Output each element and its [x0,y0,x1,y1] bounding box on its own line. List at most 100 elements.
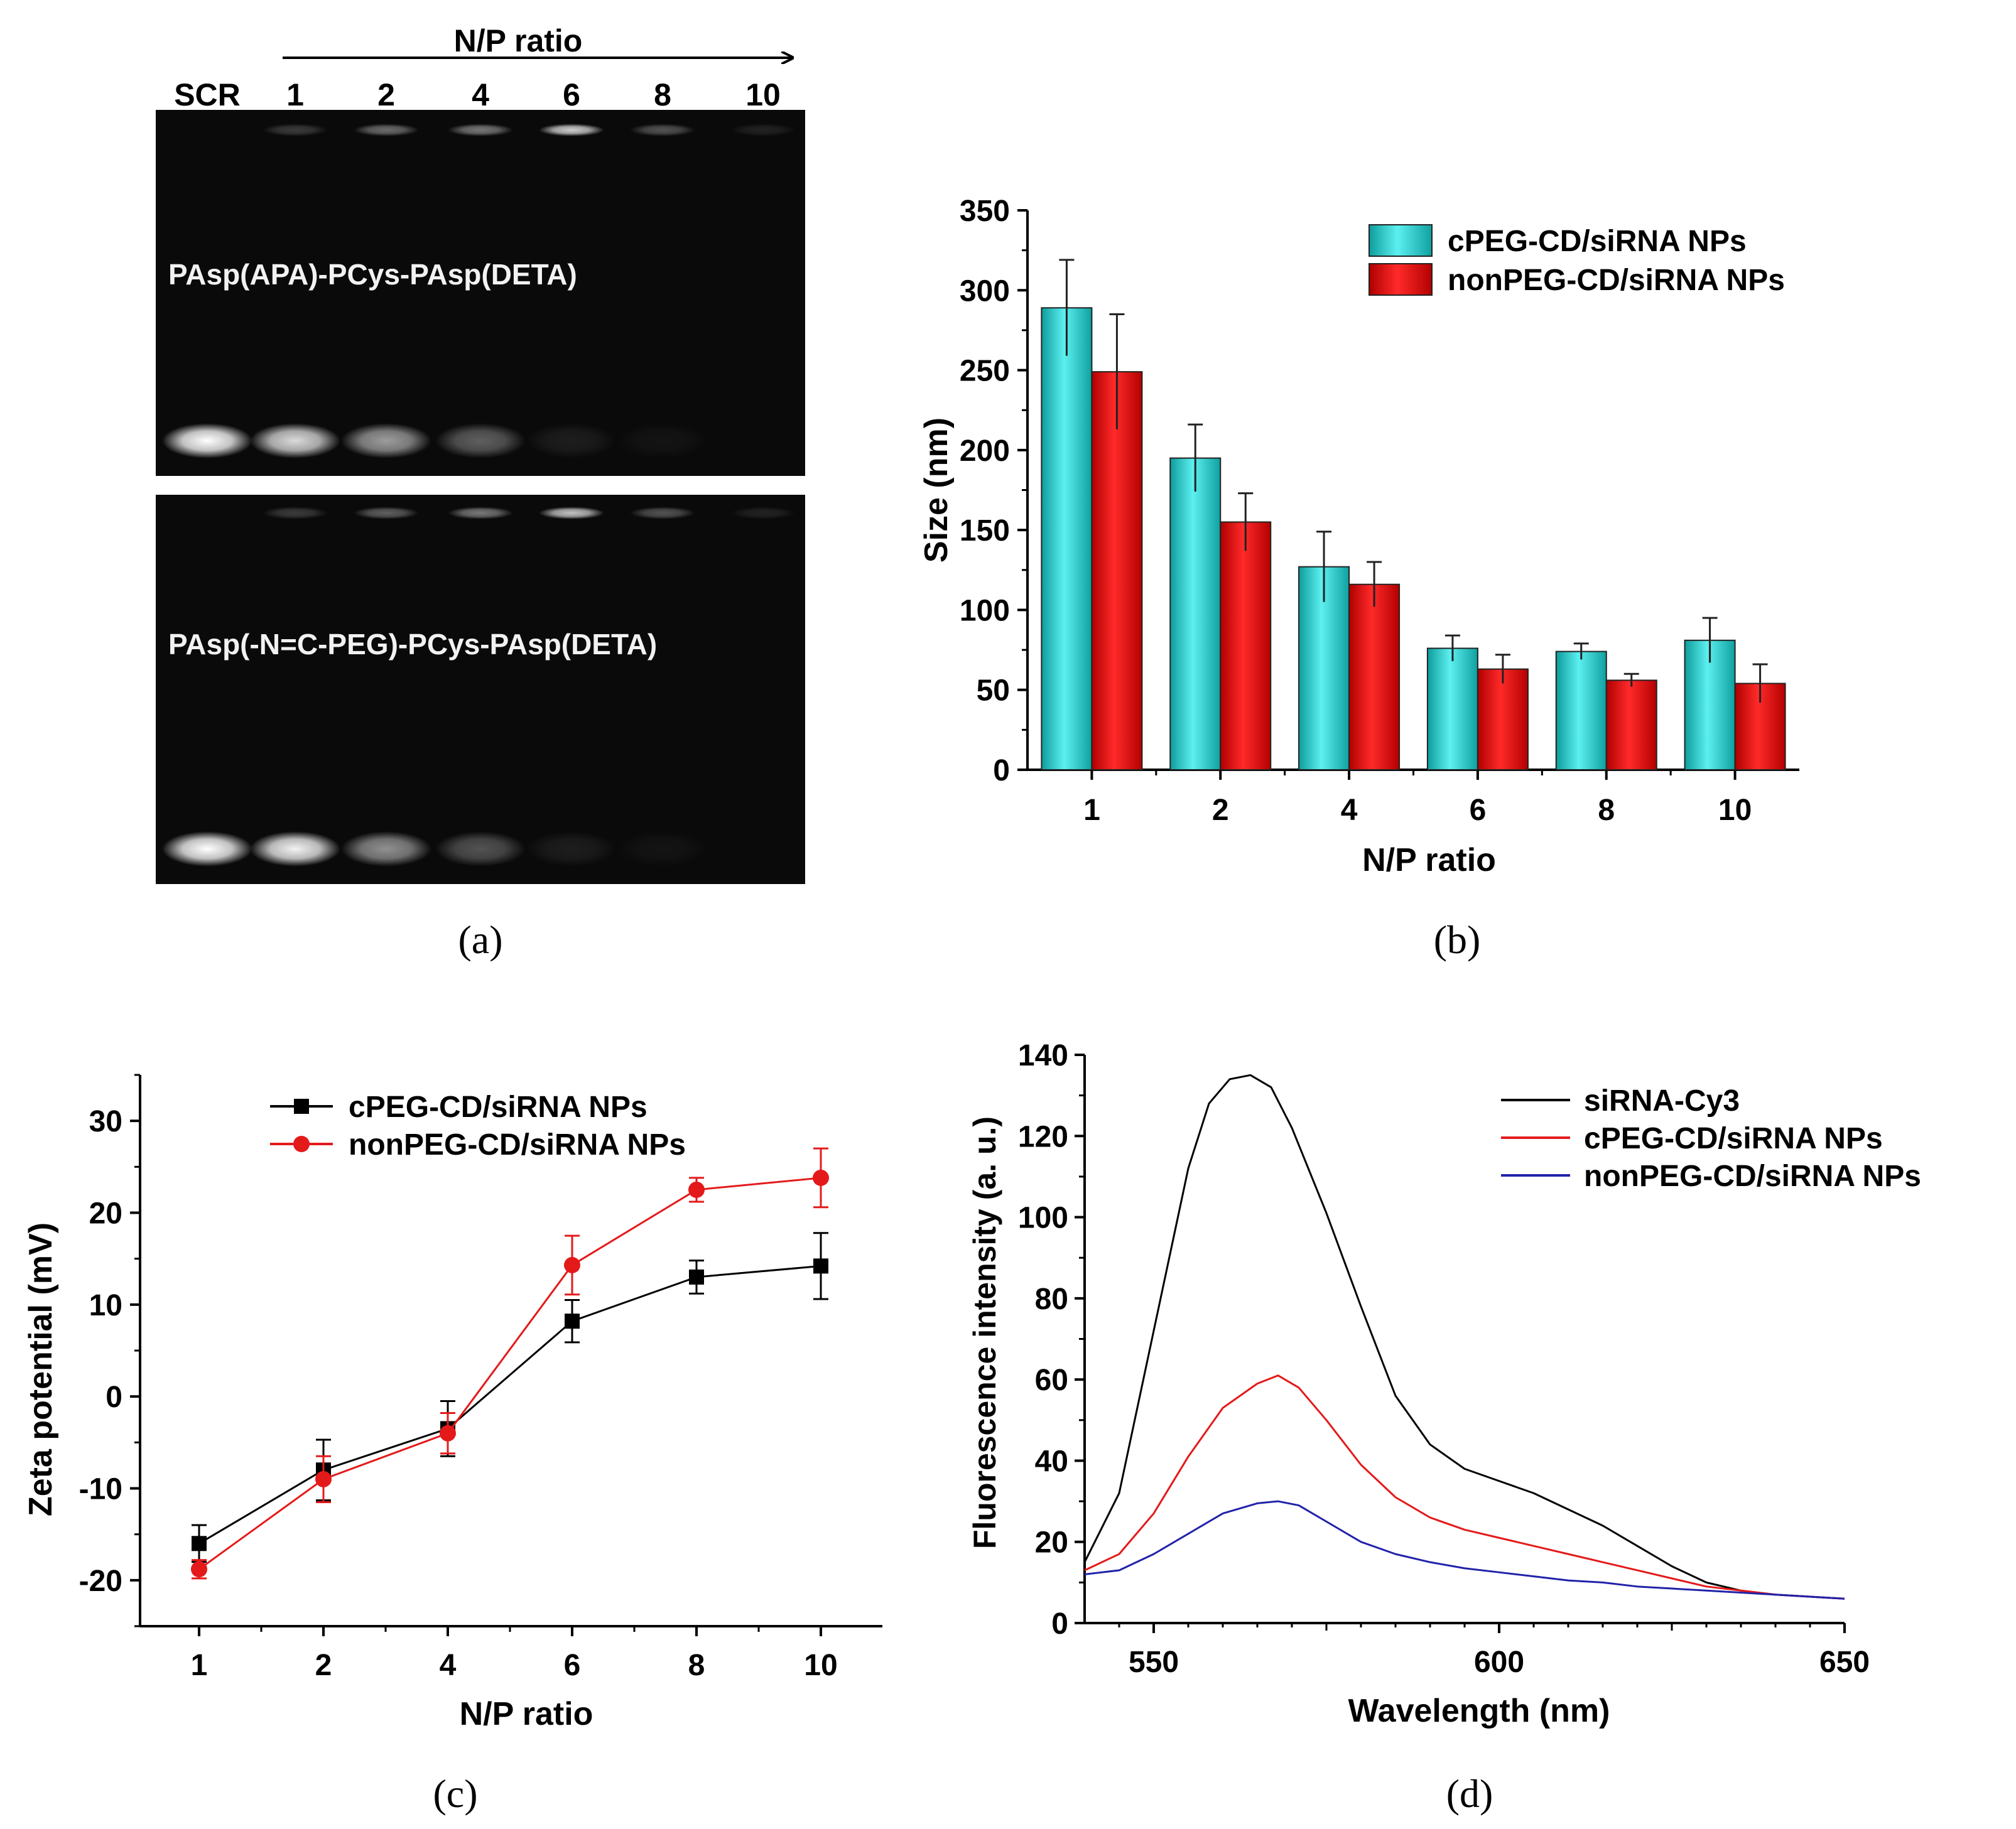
chart-c-series [191,1147,829,1580]
gel-top-label: PAsp(APA)-PCys-PAsp(DETA) [168,258,577,291]
chart-d-legend-label: siRNA-Cy3 [1584,1084,1740,1118]
chart-b-y-tick-label: 100 [960,594,1010,627]
chart-c-legend-label: cPEG-CD/siRNA NPs [349,1091,648,1124]
gel-bottom-label: PAsp(-N=C-PEG)-PCys-PAsp(DETA) [168,628,657,661]
panel-d-line-chart: 0 20 40 60 80 100 120 140 550 600 650 Wavelength (n… [967,1039,1921,1816]
chart-c-point [813,1258,828,1274]
chart-d-y-tick-label: 40 [1035,1445,1068,1478]
chart-c-point [565,1314,580,1329]
chart-c-point [689,1269,704,1285]
chart-d-y-tick-label: 140 [1018,1039,1068,1072]
gel-free-sirna-band [435,831,526,866]
chart-d-y-tick-label: 0 [1051,1607,1068,1641]
chart-d-y-tick-label: 60 [1035,1364,1068,1397]
gel-well-band [539,507,604,519]
chart-d-x-label: Wavelength (nm) [1348,1693,1610,1729]
gel-np-ratio-header: N/P ratio [454,23,583,58]
gel-lane-labels: SCR 1 2 4 6 8 10 [174,77,781,112]
chart-d-series-line [1084,1374,1845,1600]
chart-b-axes: 0 50 100 150 200 250 300 350 1 2 4 6 8 10 N/P ratio Siz… [918,195,1799,878]
gel-well-band [730,124,796,136]
chart-d-y-tick-label: 80 [1035,1283,1068,1316]
panel-b-bar-chart: 0 50 100 150 200 250 300 350 1 2 4 6 8 10 N/P ratio Siz… [918,195,1799,962]
chart-c-point [192,1536,207,1551]
gel-free-sirna-band [617,423,708,458]
panel-a-gel: N/P ratio SCR 1 2 4 6 8 10 PAsp(APA)-PCys-PAsp… [156,23,805,962]
chart-c-x-tick-label: 10 [804,1649,837,1682]
chart-b-y-tick-label: 200 [960,434,1010,468]
chart-c-x-tick-label: 1 [191,1649,208,1682]
chart-b-bar [1348,583,1401,770]
chart-b-bar [1426,647,1478,771]
gel-free-sirna-band [341,423,431,458]
chart-c-point [813,1169,829,1186]
chart-d-x-tick-label: 650 [1819,1646,1870,1679]
gel-well-band [354,124,419,136]
chart-d-axes: 0 20 40 60 80 100 120 140 550 600 650 Wavelength (n… [967,1039,1870,1729]
chart-b-bar [1169,457,1222,770]
chart-c-legend-label: nonPEG-CD/siRNA NPs [349,1128,686,1162]
chart-b-x-tick-label: 4 [1341,794,1358,827]
chart-b-bar [1605,679,1657,770]
chart-d-legend: siRNA-Cy3 cPEG-CD/siRNA NPs nonPEG-CD/siRN… [1501,1084,1921,1193]
chart-b-x-tick-label: 6 [1470,794,1487,827]
chart-c-point [440,1425,456,1442]
chart-c-x-tick-label: 6 [564,1649,581,1682]
gel-free-sirna-band [526,423,617,458]
panel-d-label: (d) [1446,1771,1493,1816]
chart-d-x-tick-label: 600 [1474,1646,1524,1679]
gel-well-band [263,124,328,136]
chart-b-bar [1220,521,1272,771]
chart-d-series-line [1083,1074,1845,1600]
chart-b-y-tick-label: 0 [993,754,1010,787]
gel-well-band [354,507,419,519]
chart-c-series-line [198,1265,821,1545]
gel-lane-label: 1 [286,77,304,112]
gel-lane-label: 2 [377,77,395,112]
gel-lane-label: 8 [654,77,671,112]
chart-d-x-tick-label: 550 [1129,1646,1179,1679]
gel-free-sirna-band [526,831,617,866]
gel-free-sirna-band [250,831,340,866]
chart-b-y-tick-label: 300 [960,274,1010,308]
chart-c-y-tick-label: 20 [89,1197,122,1231]
gel-well-band [630,507,695,519]
panel-b-label: (b) [1434,917,1481,962]
chart-b-y-label: Size (nm) [918,418,955,563]
chart-b-legend-label: nonPEG-CD/siRNA NPs [1448,264,1785,297]
chart-b-legend-label: cPEG-CD/siRNA NPs [1448,225,1747,258]
chart-b-legend: cPEG-CD/siRNA NPs nonPEG-CD/siRNA NPs [1368,224,1785,297]
chart-c-x-tick-label: 4 [440,1649,457,1682]
gel-well-band [730,507,796,519]
chart-b-x-tick-label: 1 [1083,794,1100,827]
chart-c-legend-marker [293,1136,310,1152]
chart-d-series-line [1084,1500,1845,1600]
gel-well-band [630,124,695,136]
chart-b-x-tick-label: 8 [1598,794,1615,827]
chart-d-y-tick-label: 100 [1018,1202,1068,1235]
chart-c-y-tick-label: -10 [79,1473,122,1506]
chart-c-x-tick-label: 2 [315,1649,332,1682]
chart-b-y-tick-label: 50 [977,674,1010,708]
gel-image-top [156,110,805,476]
gel-free-sirna-band [162,423,252,458]
chart-c-axes: -20 -10 0 10 20 30 1 2 4 6 8 10 N/P ratio Zeta potent… [23,1074,882,1732]
chart-c-point [688,1181,705,1198]
gel-well-band [263,507,328,519]
gel-bands [162,124,796,866]
chart-c-y-tick-label: -20 [79,1565,122,1598]
chart-c-point [191,1561,207,1578]
chart-b-y-tick-label: 350 [960,195,1010,228]
chart-b-bars [1041,259,1786,771]
chart-c-legend-marker [294,1099,309,1114]
chart-c-y-tick-label: 30 [89,1105,122,1138]
gel-free-sirna-band [162,831,252,866]
gel-lane-label: 4 [472,77,489,112]
gel-well-band [539,124,604,136]
gel-lane-label: 6 [563,77,580,112]
chart-b-bar [1298,566,1350,770]
chart-d-y-label: Fluorescence intensity (a. u.) [967,1116,1002,1549]
chart-c-x-label: N/P ratio [460,1696,593,1732]
chart-d-y-tick-label: 120 [1018,1120,1068,1153]
